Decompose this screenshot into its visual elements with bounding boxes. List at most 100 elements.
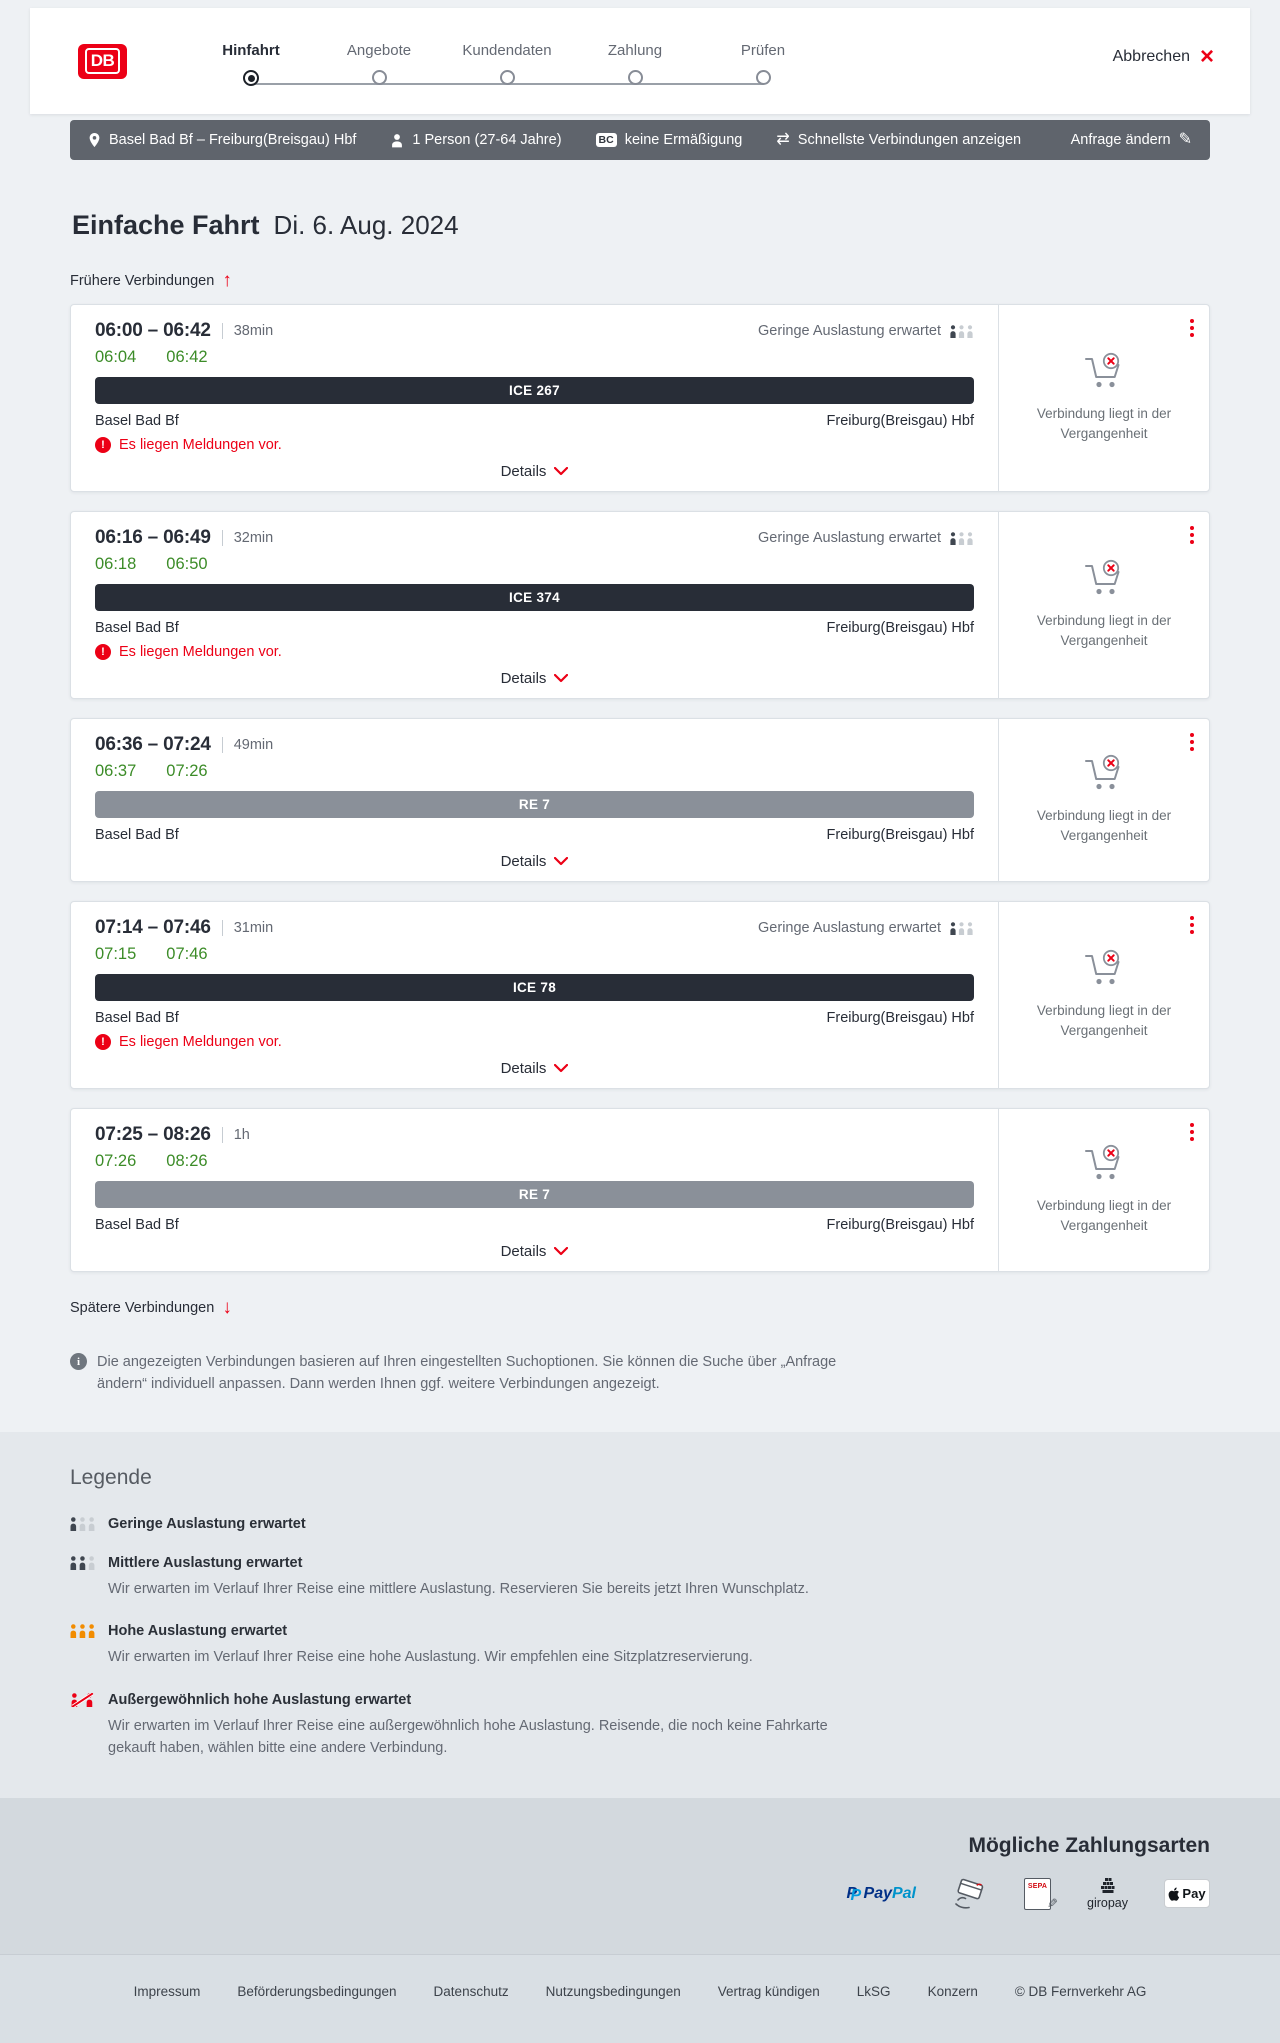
more-options-button[interactable]	[1188, 317, 1196, 339]
occupancy-low-icon	[950, 531, 973, 545]
chevron-down-icon	[554, 467, 569, 476]
later-connections-link[interactable]: Spätere Verbindungen ↓	[70, 1298, 232, 1317]
warning-icon	[95, 437, 111, 453]
past-connection-note: Verbindung liegt in der Vergangenheit	[1036, 613, 1172, 648]
destination-station: Freiburg(Breisgau) Hbf	[826, 620, 974, 636]
chevron-down-icon	[554, 1247, 569, 1256]
origin-station: Basel Bad Bf	[95, 1217, 179, 1233]
passengers-summary: 1 Person (27-64 Jahre)	[390, 132, 562, 148]
paypal-icon: P P PayPal	[846, 1884, 916, 1904]
occupancy-indicator: Geringe Auslastung erwartet	[758, 920, 974, 936]
connection-aside: Verbindung liegt in der Vergangenheit	[998, 902, 1209, 1088]
footer-link-befoerderungsbedingungen[interactable]: Beförderungsbedingungen	[237, 1983, 397, 1999]
details-button[interactable]: Details	[95, 670, 974, 687]
time-range: 06:16 – 06:49	[95, 527, 211, 548]
details-button[interactable]: Details	[95, 463, 974, 480]
earlier-connections-link[interactable]: Frühere Verbindungen ↑	[70, 271, 232, 290]
details-button[interactable]: Details	[95, 853, 974, 870]
connection-main: 07:25 – 08:26 1h 07:26 08:26 RE 7 Basel …	[71, 1109, 998, 1271]
occupancy-low-icon	[950, 324, 973, 338]
duration: 1h	[233, 1127, 250, 1143]
train-label: ICE 374	[509, 590, 560, 605]
footer-link-datenschutz[interactable]: Datenschutz	[433, 1983, 509, 1999]
train-label: ICE 267	[509, 383, 560, 398]
legend-section: Legende Geringe Auslastung erwartet Mitt…	[0, 1431, 1280, 1798]
cancel-label: Abbrechen	[1112, 48, 1190, 65]
connection-card: 07:14 – 07:46 31min Geringe Auslastung e…	[70, 901, 1210, 1089]
db-logo[interactable]: DB	[78, 43, 127, 79]
discount-text: keine Ermäßigung	[624, 132, 743, 148]
giropay-mark-icon	[1100, 1877, 1114, 1893]
details-label: Details	[500, 1060, 547, 1077]
realtime-arrival: 08:26	[166, 1152, 208, 1170]
details-label: Details	[500, 670, 547, 687]
divider	[221, 323, 223, 339]
edit-request-button[interactable]: Anfrage ändern ✎	[1071, 132, 1192, 149]
origin-station: Basel Bad Bf	[95, 827, 179, 843]
footer-link-lksg[interactable]: LkSG	[856, 1983, 891, 1999]
time-range: 07:14 – 07:46	[95, 917, 211, 938]
destination-station: Freiburg(Breisgau) Hbf	[826, 413, 974, 429]
occupancy-text: Geringe Auslastung erwartet	[758, 323, 941, 339]
cart-unavailable-icon	[1085, 353, 1120, 388]
details-button[interactable]: Details	[95, 1243, 974, 1260]
past-connection-note: Verbindung liegt in der Vergangenheit	[1036, 1003, 1172, 1038]
footer-copyright: © DB Fernverkehr AG	[1014, 1983, 1147, 1999]
person-icon	[392, 133, 403, 147]
duration: 31min	[233, 920, 274, 936]
connection-main: 06:16 – 06:49 32min Geringe Auslastung e…	[71, 512, 998, 698]
realtime-times: 07:26 08:26	[95, 1152, 974, 1171]
chevron-down-icon	[554, 1064, 569, 1073]
passengers-text: 1 Person (27-64 Jahre)	[412, 132, 562, 148]
step-angebote[interactable]: Angebote	[315, 42, 443, 86]
connection-card: 07:25 – 08:26 1h 07:26 08:26 RE 7 Basel …	[70, 1108, 1210, 1272]
footer-link-vertrag-kuendigen[interactable]: Vertrag kündigen	[717, 1983, 820, 1999]
step-dot-icon	[499, 70, 515, 85]
site-footer: Impressum Beförderungsbedingungen Datens…	[0, 1953, 1280, 2043]
cancel-button[interactable]: Abbrechen ×	[1113, 45, 1214, 69]
details-button[interactable]: Details	[95, 1060, 974, 1077]
occupancy-low-icon	[950, 921, 973, 935]
db-logo-text: DB	[84, 48, 121, 74]
realtime-arrival: 07:26	[166, 762, 208, 780]
arrow-down-icon: ↓	[222, 1297, 232, 1318]
realtime-arrival: 07:46	[166, 945, 208, 963]
step-kundendaten[interactable]: Kundendaten	[443, 42, 571, 86]
connection-aside: Verbindung liegt in der Vergangenheit	[998, 305, 1209, 491]
occupancy-high-icon	[70, 1624, 95, 1639]
giropay-icon: giropay	[1087, 1877, 1128, 1910]
results-title: Einfache Fahrt Di. 6. Aug. 2024	[72, 210, 1210, 241]
pencil-icon: ✎	[1044, 1897, 1060, 1909]
connection-aside: Verbindung liegt in der Vergangenheit	[998, 1109, 1209, 1271]
train-segment-bar: RE 7	[95, 1181, 974, 1208]
arrow-up-icon: ↑	[222, 270, 232, 291]
swap-arrows-icon: ⇄	[776, 131, 790, 148]
footer-link-nutzungsbedingungen[interactable]: Nutzungsbedingungen	[545, 1983, 681, 1999]
warning-icon	[95, 1034, 111, 1050]
step-dot-icon	[755, 70, 771, 85]
footer-link-konzern[interactable]: Konzern	[927, 1983, 978, 1999]
earlier-connections-label: Frühere Verbindungen	[70, 272, 215, 289]
destination-station: Freiburg(Breisgau) Hbf	[826, 1217, 974, 1233]
realtime-times: 06:18 06:50	[95, 555, 974, 574]
chevron-down-icon	[554, 674, 569, 683]
discount-summary: BC keine Ermäßigung	[595, 132, 743, 148]
more-options-button[interactable]	[1188, 914, 1196, 936]
realtime-departure: 06:18	[95, 555, 137, 573]
train-label: RE 7	[518, 1187, 551, 1202]
footer-link-impressum[interactable]: Impressum	[133, 1983, 201, 1999]
chevron-down-icon	[554, 857, 569, 866]
occupancy-low-icon	[70, 1517, 95, 1531]
realtime-departure: 07:26	[95, 1152, 137, 1170]
step-zahlung[interactable]: Zahlung	[571, 42, 699, 86]
realtime-departure: 07:15	[95, 945, 137, 963]
step-pruefen[interactable]: Prüfen	[699, 42, 827, 86]
step-hinfahrt[interactable]: Hinfahrt	[187, 42, 315, 86]
info-icon	[70, 1353, 87, 1370]
more-options-button[interactable]	[1188, 731, 1196, 753]
more-options-button[interactable]	[1188, 1121, 1196, 1143]
origin-station: Basel Bad Bf	[95, 1010, 179, 1026]
origin-station: Basel Bad Bf	[95, 413, 179, 429]
more-options-button[interactable]	[1188, 524, 1196, 546]
payment-section: Mögliche Zahlungsarten P P PayPal SEPA	[0, 1797, 1280, 1954]
